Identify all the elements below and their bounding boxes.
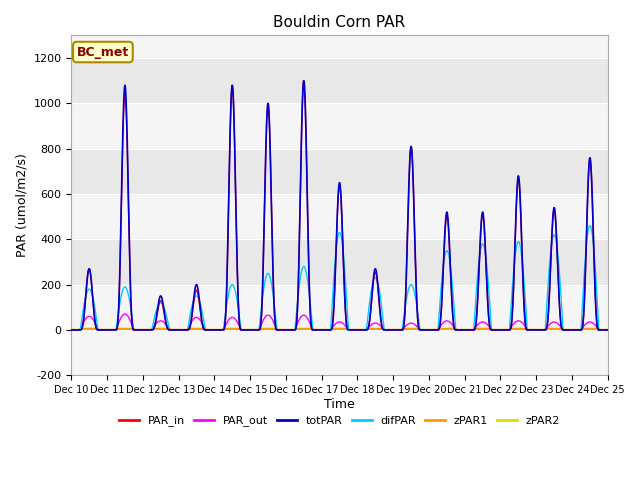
Title: Bouldin Corn PAR: Bouldin Corn PAR: [273, 15, 406, 30]
Bar: [72, 239, 608, 285]
Y-axis label: PAR (umol/m2/s): PAR (umol/m2/s): [15, 153, 28, 257]
X-axis label: Time: Time: [324, 398, 355, 411]
Legend: PAR_in, PAR_out, totPAR, difPAR, zPAR1, zPAR2: PAR_in, PAR_out, totPAR, difPAR, zPAR1, …: [115, 411, 564, 431]
Text: BC_met: BC_met: [77, 46, 129, 59]
Bar: [72, 149, 608, 194]
Bar: [72, 58, 608, 103]
